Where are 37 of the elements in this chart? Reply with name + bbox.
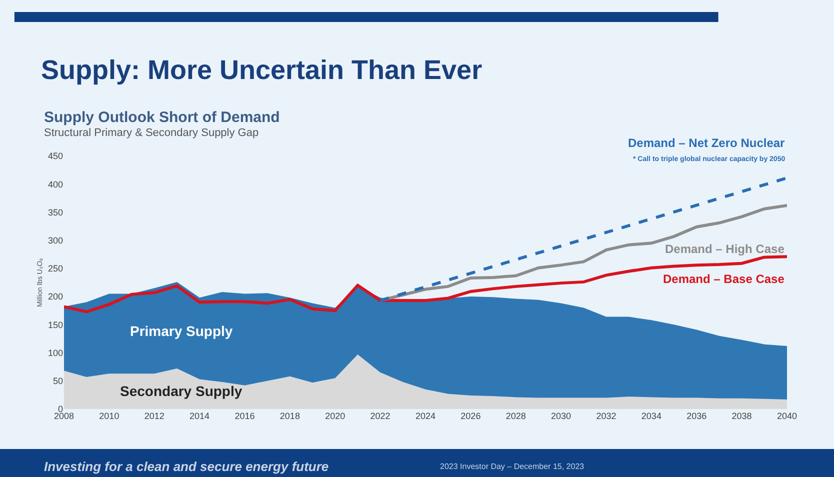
y-tick-label: 200 [48, 292, 63, 302]
x-tick-label: 2018 [280, 411, 300, 421]
y-tick-label: 50 [52, 376, 63, 386]
y-tick-label: 250 [48, 264, 63, 274]
series-label: Secondary Supply [120, 383, 242, 399]
x-tick-label: 2036 [686, 411, 707, 421]
series-label: Demand – High Case [665, 242, 785, 256]
x-tick-label: 2040 [776, 411, 798, 421]
x-tick-label: 2024 [415, 411, 436, 421]
x-tick-label: 2030 [551, 411, 572, 421]
x-tick-label: 2022 [370, 411, 390, 421]
text: Investing for a clean and secure energy future [44, 459, 329, 474]
text: Demand – Net Zero Nuclear [628, 136, 786, 150]
x-tick-label: 2010 [99, 411, 120, 421]
x-tick-label: 2028 [506, 411, 526, 421]
chart-title: Supply: More Uncertain Than Ever [41, 55, 483, 85]
x-tick-label: 2014 [190, 411, 210, 421]
x-tick-label: 2016 [234, 411, 255, 421]
x-tick-label: 2026 [460, 411, 481, 421]
text: Structural Primary & Secondary Supply Gap [44, 127, 259, 139]
text: 2023 Investor Day – December 15, 2023 [440, 462, 585, 471]
y-tick-label: 150 [48, 320, 63, 330]
y-tick-label: 450 [48, 151, 63, 162]
y-tick-label: 100 [48, 348, 63, 358]
chart-subtitle: Supply Outlook Short of Demand [44, 109, 280, 126]
y-tick-label: 350 [48, 207, 63, 218]
x-tick-label: 2020 [325, 411, 346, 421]
y-tick-label: 300 [48, 235, 63, 246]
x-tick-label: 2038 [732, 411, 752, 421]
series-label: Demand – Base Case [663, 272, 785, 286]
series-label: Primary Supply [130, 323, 233, 339]
line-series [64, 255, 787, 314]
x-tick-label: 2012 [144, 411, 164, 421]
x-tick-label: 2008 [54, 411, 74, 421]
y-tick-label: 400 [48, 179, 63, 190]
x-tick-label: 2032 [596, 411, 616, 421]
x-tick-label: 2034 [641, 411, 662, 421]
